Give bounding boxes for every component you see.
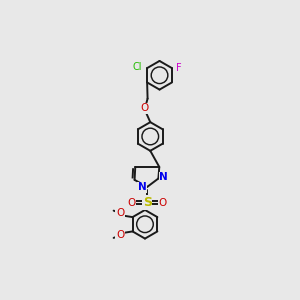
Text: Cl: Cl <box>133 62 142 72</box>
Text: F: F <box>176 63 182 73</box>
Text: O: O <box>116 230 124 240</box>
Text: O: O <box>128 198 136 208</box>
Text: N: N <box>138 182 147 192</box>
Text: S: S <box>143 196 152 209</box>
Text: N: N <box>159 172 168 182</box>
Text: O: O <box>140 103 148 113</box>
Text: O: O <box>116 208 124 218</box>
Text: O: O <box>159 198 167 208</box>
